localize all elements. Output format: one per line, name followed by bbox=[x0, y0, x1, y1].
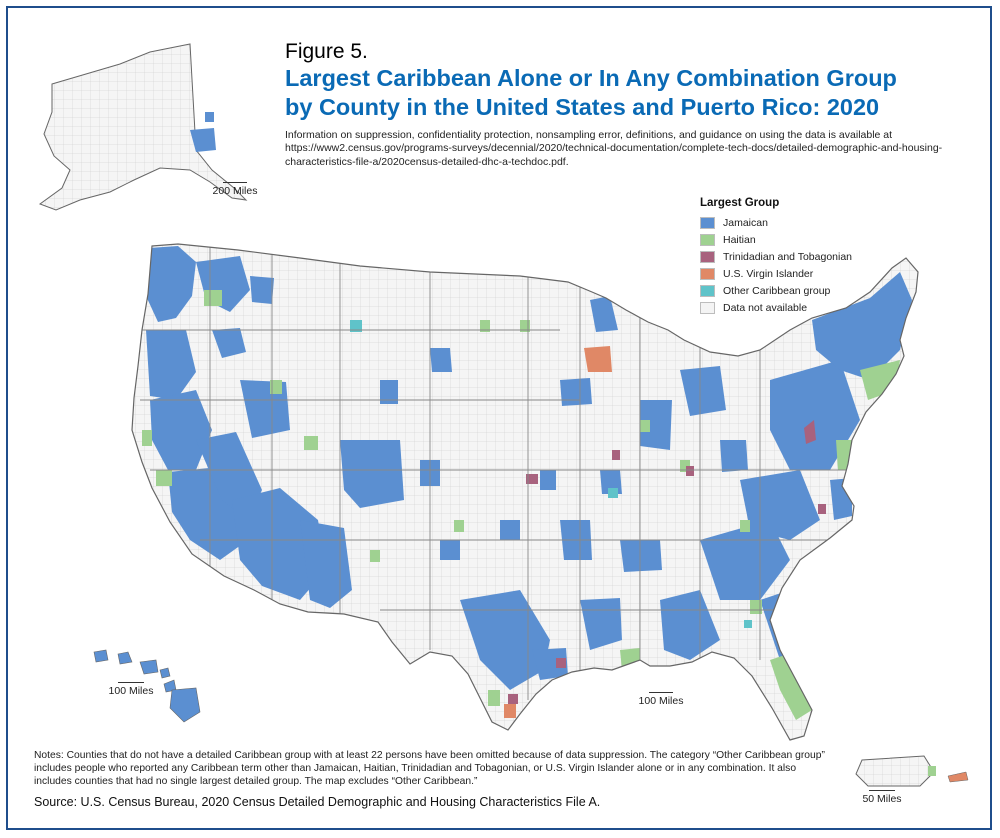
legend-label: Jamaican bbox=[723, 216, 768, 229]
title-line-2: by County in the United States and Puert… bbox=[285, 94, 880, 120]
trinidadian-counties bbox=[508, 420, 826, 704]
alaska-scale-bar bbox=[223, 182, 247, 183]
other-caribbean-counties bbox=[350, 320, 752, 628]
legend-item: Other Caribbean group bbox=[700, 282, 900, 299]
alaska-scale: 200 Miles bbox=[205, 182, 265, 197]
legend-item: Jamaican bbox=[700, 214, 900, 231]
legend-swatch bbox=[700, 250, 715, 263]
conus-scale: 100 Miles bbox=[626, 692, 696, 707]
puerto-rico-scale-bar bbox=[869, 790, 895, 791]
legend-label: Other Caribbean group bbox=[723, 284, 831, 297]
legend-swatch bbox=[700, 267, 715, 280]
legend-title: Largest Group bbox=[700, 197, 780, 209]
legend-swatch bbox=[700, 216, 715, 229]
figure-label: Figure 5. bbox=[285, 40, 368, 63]
notes-text: Notes: Counties that do not have a detai… bbox=[34, 750, 825, 787]
legend-items: Jamaican Haitian Trinidadian and Tobagonia… bbox=[700, 214, 900, 316]
alaska-scale-label: 200 Miles bbox=[212, 185, 258, 197]
conus-scale-bar bbox=[649, 692, 673, 693]
conus-map bbox=[131, 243, 919, 741]
conus-scale-label: 100 Miles bbox=[638, 695, 684, 707]
legend-swatch bbox=[700, 301, 715, 314]
legend-swatch bbox=[700, 233, 715, 246]
title-line-1: Largest Caribbean Alone or In Any Combin… bbox=[285, 65, 897, 91]
legend-label: U.S. Virgin Islander bbox=[723, 267, 814, 280]
alaska-inset bbox=[38, 43, 248, 211]
state-boundaries bbox=[140, 244, 860, 700]
usvi-counties bbox=[504, 346, 612, 718]
hawaii-scale-bar bbox=[118, 682, 144, 683]
puerto-rico-scale-label: 50 Miles bbox=[862, 793, 902, 805]
legend-label: Haitian bbox=[723, 233, 756, 246]
source-text: Source: U.S. Census Bureau, 2020 Census … bbox=[34, 795, 601, 809]
legend-swatch bbox=[700, 284, 715, 297]
hawaii-scale: 100 Miles bbox=[96, 682, 166, 697]
info-text: Information on suppression, confidential… bbox=[285, 129, 943, 168]
puerto-rico-inset bbox=[855, 755, 969, 787]
legend-label: Trinidadian and Tobagonian bbox=[723, 250, 853, 263]
legend-item: Haitian bbox=[700, 231, 900, 248]
legend-item: Data not available bbox=[700, 299, 900, 316]
hawaii-scale-label: 100 Miles bbox=[108, 685, 154, 697]
hawaii-inset bbox=[93, 649, 201, 723]
legend-item: Trinidadian and Tobagonian bbox=[700, 248, 900, 265]
figure-frame bbox=[6, 6, 992, 830]
map-legend: Largest Group Jamaican Haitian Trinidadian… bbox=[700, 197, 900, 316]
legend-label: Data not available bbox=[723, 301, 808, 314]
legend-item: U.S. Virgin Islander bbox=[700, 265, 900, 282]
figure-title: Largest Caribbean Alone or In Any Combin… bbox=[285, 64, 975, 122]
puerto-rico-scale: 50 Miles bbox=[852, 790, 912, 805]
